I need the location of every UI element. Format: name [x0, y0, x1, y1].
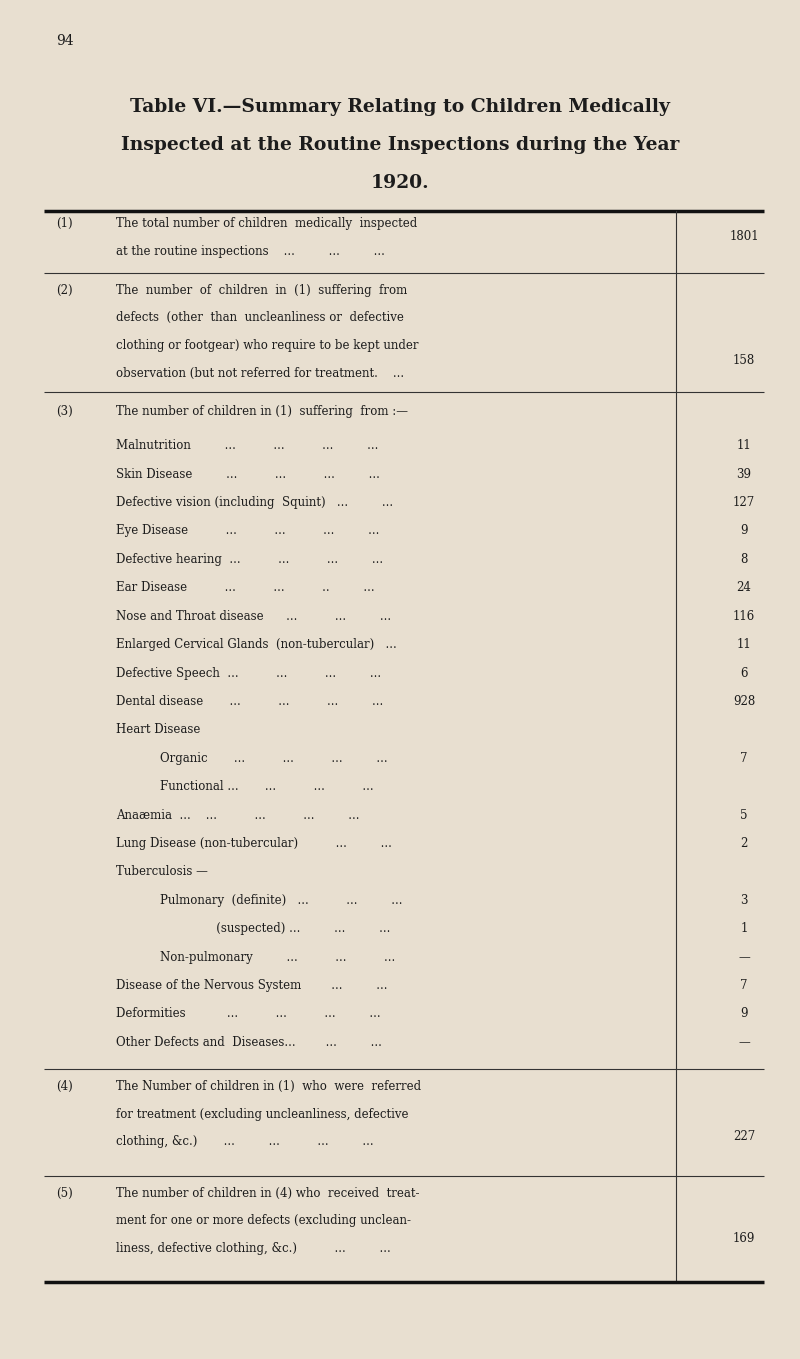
Text: 1920.: 1920. [370, 174, 430, 192]
Text: Pulmonary  (definite)   ...          ...         ...: Pulmonary (definite) ... ... ... [160, 894, 402, 906]
Text: Skin Disease         ...          ...          ...         ...: Skin Disease ... ... ... ... [116, 467, 380, 481]
Text: Defective Speech  ...          ...          ...         ...: Defective Speech ... ... ... ... [116, 666, 381, 680]
Text: 127: 127 [733, 496, 755, 510]
Text: Heart Disease: Heart Disease [116, 723, 200, 737]
Text: (2): (2) [56, 284, 73, 296]
Text: observation (but not referred for treatment.    ...: observation (but not referred for treatm… [116, 367, 404, 379]
Text: Tuberculosis —: Tuberculosis — [116, 866, 208, 878]
Text: 5: 5 [740, 809, 748, 822]
Text: The total number of children  medically  inspected: The total number of children medically i… [116, 217, 418, 231]
Text: Enlarged Cervical Glands  (non-tubercular)   ...: Enlarged Cervical Glands (non-tubercular… [116, 639, 397, 651]
Text: The number of children in (4) who  received  treat-: The number of children in (4) who receiv… [116, 1186, 419, 1200]
Text: 158: 158 [733, 353, 755, 367]
Text: The Number of children in (1)  who  were  referred: The Number of children in (1) who were r… [116, 1080, 421, 1093]
Text: at the routine inspections    ...         ...         ...: at the routine inspections ... ... ... [116, 245, 385, 258]
Text: 1801: 1801 [729, 230, 759, 243]
Text: clothing or footgear) who require to be kept under: clothing or footgear) who require to be … [116, 338, 418, 352]
Text: 11: 11 [737, 439, 751, 453]
Text: clothing, &c.)       ...         ...          ...         ...: clothing, &c.) ... ... ... ... [116, 1136, 374, 1148]
Text: Ear Disease          ...          ...          ..         ...: Ear Disease ... ... .. ... [116, 582, 374, 594]
Text: 94: 94 [56, 34, 74, 48]
Text: Disease of the Nervous System        ...         ...: Disease of the Nervous System ... ... [116, 978, 387, 992]
Text: Defective vision (including  Squint)   ...         ...: Defective vision (including Squint) ... … [116, 496, 393, 510]
Text: 8: 8 [740, 553, 748, 565]
Text: ment for one or more defects (excluding unclean-: ment for one or more defects (excluding … [116, 1214, 411, 1227]
Text: defects  (other  than  uncleanliness or  defective: defects (other than uncleanliness or def… [116, 311, 404, 325]
Text: —: — [738, 1036, 750, 1049]
Text: Other Defects and  Diseases...        ...         ...: Other Defects and Diseases... ... ... [116, 1036, 382, 1049]
Text: 116: 116 [733, 610, 755, 622]
Text: 1: 1 [740, 923, 748, 935]
Text: (4): (4) [56, 1080, 73, 1093]
Text: Functional ...       ...          ...          ...: Functional ... ... ... ... [160, 780, 374, 794]
Text: (suspected) ...         ...         ...: (suspected) ... ... ... [160, 923, 390, 935]
Text: 24: 24 [737, 582, 751, 594]
Text: 39: 39 [737, 467, 751, 481]
Text: Organic       ...          ...          ...         ...: Organic ... ... ... ... [160, 752, 388, 765]
Text: The number of children in (1)  suffering  from :—: The number of children in (1) suffering … [116, 405, 408, 419]
Text: Anaæmia  ...    ...          ...          ...         ...: Anaæmia ... ... ... ... ... [116, 809, 359, 822]
Text: Malnutrition         ...          ...          ...         ...: Malnutrition ... ... ... ... [116, 439, 378, 453]
Text: —: — [738, 951, 750, 964]
Text: for treatment (excluding uncleanliness, defective: for treatment (excluding uncleanliness, … [116, 1108, 409, 1121]
Text: 7: 7 [740, 752, 748, 765]
Text: 227: 227 [733, 1131, 755, 1143]
Text: Non-pulmonary         ...          ...          ...: Non-pulmonary ... ... ... [160, 951, 395, 964]
Text: The  number  of  children  in  (1)  suffering  from: The number of children in (1) suffering … [116, 284, 407, 296]
Text: 2: 2 [740, 837, 748, 849]
Text: 169: 169 [733, 1231, 755, 1245]
Text: Defective hearing  ...          ...          ...         ...: Defective hearing ... ... ... ... [116, 553, 383, 565]
Text: (1): (1) [56, 217, 73, 231]
Text: Lung Disease (non-tubercular)          ...         ...: Lung Disease (non-tubercular) ... ... [116, 837, 392, 849]
Text: (3): (3) [56, 405, 73, 419]
Text: 7: 7 [740, 978, 748, 992]
Text: 928: 928 [733, 694, 755, 708]
Text: Table VI.—Summary Relating to Children Medically: Table VI.—Summary Relating to Children M… [130, 98, 670, 116]
Text: Dental disease       ...          ...          ...         ...: Dental disease ... ... ... ... [116, 694, 383, 708]
Text: liness, defective clothing, &c.)          ...         ...: liness, defective clothing, &c.) ... ... [116, 1242, 390, 1254]
Text: 6: 6 [740, 666, 748, 680]
Text: Nose and Throat disease      ...          ...         ...: Nose and Throat disease ... ... ... [116, 610, 391, 622]
Text: 9: 9 [740, 1007, 748, 1021]
Text: 11: 11 [737, 639, 751, 651]
Text: Deformities           ...          ...          ...         ...: Deformities ... ... ... ... [116, 1007, 381, 1021]
Text: 9: 9 [740, 525, 748, 538]
Text: Eye Disease          ...          ...          ...         ...: Eye Disease ... ... ... ... [116, 525, 379, 538]
Text: 3: 3 [740, 894, 748, 906]
Text: Inspected at the Routine Inspections during the Year: Inspected at the Routine Inspections dur… [121, 136, 679, 154]
Text: (5): (5) [56, 1186, 73, 1200]
